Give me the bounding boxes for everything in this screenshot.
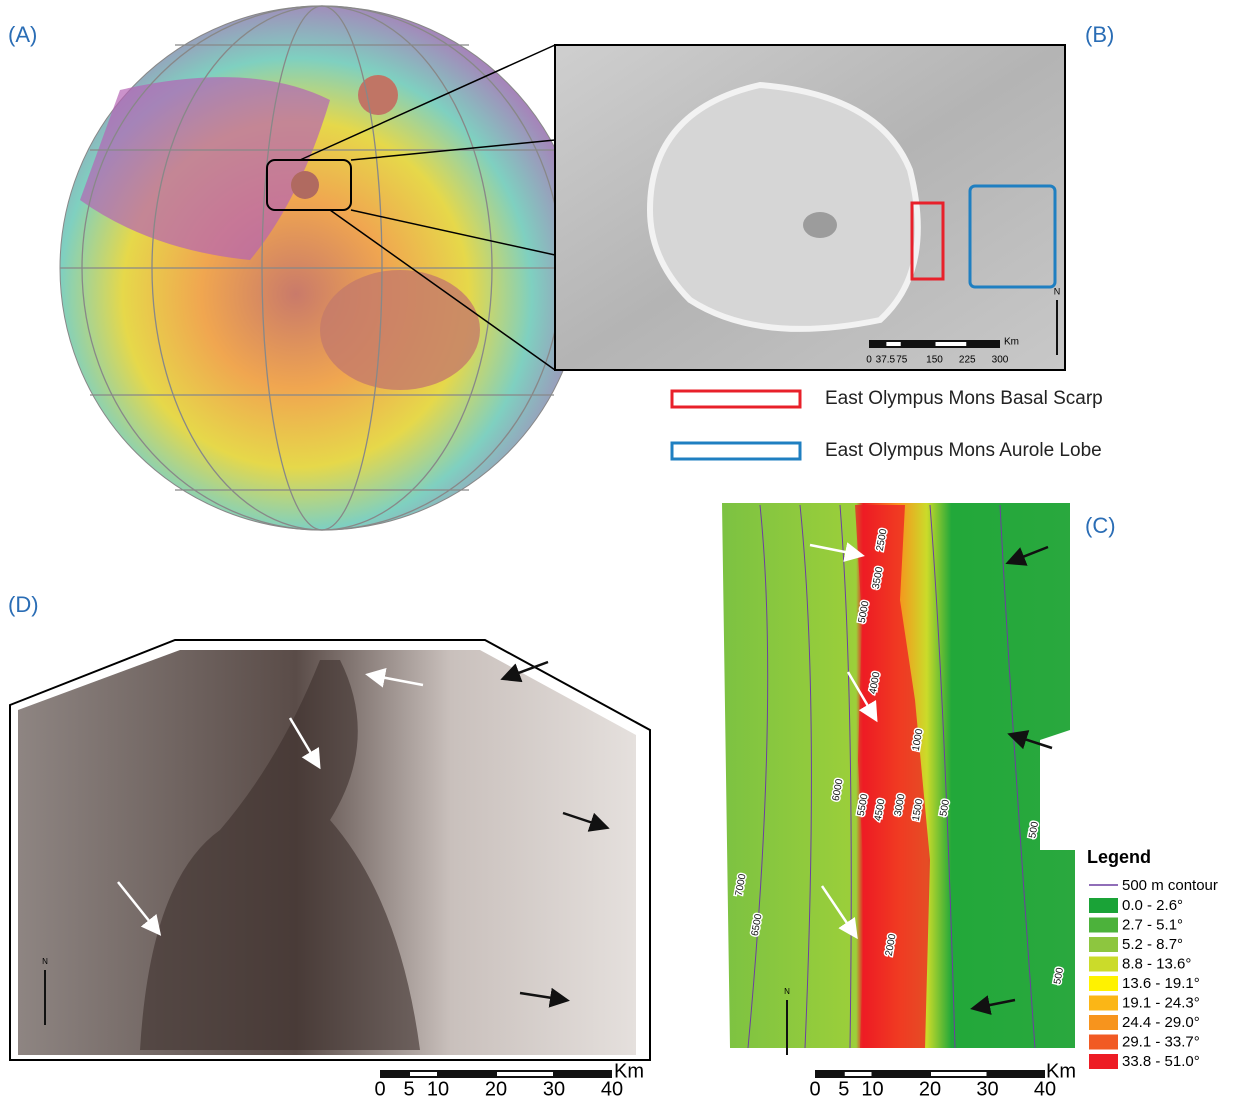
scale-segment xyxy=(845,1072,872,1076)
globe xyxy=(60,6,584,530)
scale-label: 10 xyxy=(427,1078,449,1100)
legend-label: 0.0 - 2.6° xyxy=(1122,897,1183,914)
legend-swatch xyxy=(1089,1054,1118,1069)
panel-c-map xyxy=(722,503,1075,1048)
legend-label: East Olympus Mons Aurole Lobe xyxy=(825,440,1102,461)
scale-label: 10 xyxy=(861,1078,883,1100)
scale-segment xyxy=(497,1072,553,1076)
scale-label: 0 xyxy=(374,1078,385,1100)
north-label: N xyxy=(42,957,48,966)
scale-segment xyxy=(931,1072,987,1076)
legend-swatch xyxy=(1089,1035,1118,1050)
legend-title: Legend xyxy=(1087,847,1151,867)
legend-swatch xyxy=(1089,918,1118,933)
legend-c: Legend 500 m contour 0.0 - 2.6° 2.7 - 5.1° 5… xyxy=(1087,847,1218,1070)
scale-unit: Km xyxy=(1046,1060,1076,1082)
panel-b-map xyxy=(555,45,1065,370)
legend-label: 33.8 - 51.0° xyxy=(1122,1053,1200,1070)
legend-swatch xyxy=(1089,1015,1118,1030)
panel-label: (C) xyxy=(1085,513,1116,538)
panel-label: (A) xyxy=(8,22,37,47)
scale-unit: Km xyxy=(614,1060,644,1082)
scale-label: 300 xyxy=(992,355,1009,366)
scale-label: 20 xyxy=(919,1078,941,1100)
panel-d-map xyxy=(10,640,650,1060)
scale-label: 150 xyxy=(926,355,943,366)
legend-label: 500 m contour xyxy=(1122,877,1218,894)
legend-label: 13.6 - 19.1° xyxy=(1122,975,1200,992)
legend-swatch xyxy=(1089,976,1118,991)
scale-segment xyxy=(936,342,967,346)
scale-segment xyxy=(886,342,900,346)
scale-segment xyxy=(410,1072,437,1076)
legend-label: 29.1 - 33.7° xyxy=(1122,1033,1200,1050)
legend-swatch xyxy=(1089,937,1118,952)
north-label: N xyxy=(784,987,790,996)
scale-label: 30 xyxy=(543,1078,565,1100)
legend-label: 5.2 - 8.7° xyxy=(1122,936,1183,953)
scale-label: 5 xyxy=(838,1078,849,1100)
legend-swatch xyxy=(1089,957,1118,972)
legend-label: East Olympus Mons Basal Scarp xyxy=(825,388,1103,409)
legend-label: 2.7 - 5.1° xyxy=(1122,916,1183,933)
scale-label: 30 xyxy=(976,1078,998,1100)
legend-swatch xyxy=(672,391,800,407)
legend-label: 24.4 - 29.0° xyxy=(1122,1014,1200,1031)
legend-swatch xyxy=(1089,996,1118,1011)
legend-label: 8.8 - 13.6° xyxy=(1122,955,1191,972)
scale-label: 37.5 xyxy=(876,355,896,366)
legend-swatch xyxy=(1089,898,1118,913)
legend-label: 19.1 - 24.3° xyxy=(1122,994,1200,1011)
scale-label: 75 xyxy=(896,355,908,366)
north-label: N xyxy=(1054,286,1061,296)
scale-label: 225 xyxy=(959,355,976,366)
scale-label: 0 xyxy=(809,1078,820,1100)
panel-label: (B) xyxy=(1085,22,1114,47)
scale-unit: Km xyxy=(1004,337,1019,348)
scale-label: 0 xyxy=(866,355,872,366)
figure: 037.575150225300Km 250035005000400010006… xyxy=(0,0,1253,1107)
scale-label: 20 xyxy=(485,1078,507,1100)
legend-swatch xyxy=(672,443,800,459)
panel-label: (D) xyxy=(8,592,39,617)
scale-label: 5 xyxy=(403,1078,414,1100)
